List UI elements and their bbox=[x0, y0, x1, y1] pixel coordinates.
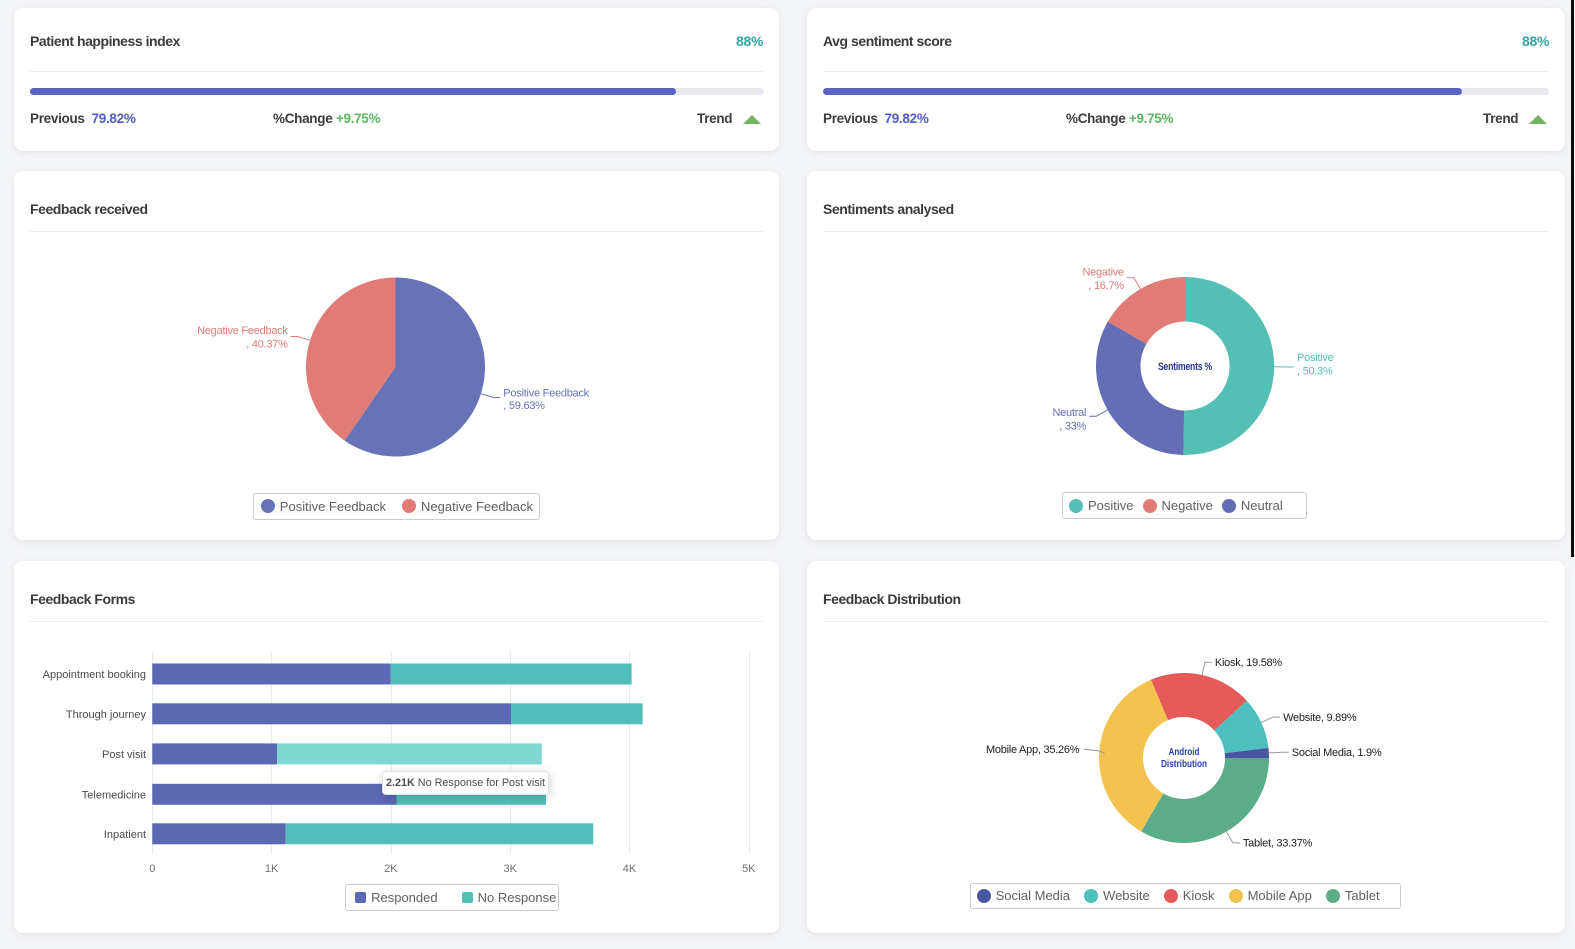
svg-text:Mobile App, 35.26%: Mobile App, 35.26% bbox=[986, 744, 1080, 756]
svg-text:Positive Feedback: Positive Feedback bbox=[503, 387, 589, 399]
svg-text:Positive: Positive bbox=[1297, 352, 1334, 364]
svg-text:Distribution: Distribution bbox=[1161, 759, 1207, 770]
svg-text:, 40.37%: , 40.37% bbox=[246, 338, 288, 350]
svg-text:Website, 9.89%: Website, 9.89% bbox=[1283, 712, 1357, 724]
svg-text:, 16.7%: , 16.7% bbox=[1088, 280, 1124, 292]
svg-text:Through journey: Through journey bbox=[66, 709, 147, 721]
svg-text:Negative Feedback: Negative Feedback bbox=[197, 325, 288, 337]
svg-text:Post visit: Post visit bbox=[102, 749, 146, 761]
svg-text:Negative: Negative bbox=[1082, 266, 1124, 278]
svg-text:Android: Android bbox=[1169, 747, 1200, 758]
svg-text:Inpatient: Inpatient bbox=[104, 829, 146, 841]
svg-text:0: 0 bbox=[149, 863, 155, 875]
svg-text:Tablet, 33.37%: Tablet, 33.37% bbox=[1243, 838, 1313, 850]
svg-text:4K: 4K bbox=[623, 863, 637, 875]
svg-text:5K: 5K bbox=[742, 863, 756, 875]
svg-text:Social Media, 1.9%: Social Media, 1.9% bbox=[1292, 747, 1382, 759]
svg-text:2K: 2K bbox=[384, 863, 398, 875]
svg-text:Sentiments %: Sentiments % bbox=[1158, 361, 1212, 373]
svg-text:1K: 1K bbox=[265, 863, 279, 875]
svg-text:, 33%: , 33% bbox=[1059, 420, 1086, 432]
svg-text:Neutral: Neutral bbox=[1052, 407, 1086, 419]
svg-text:, 59.63%: , 59.63% bbox=[503, 400, 545, 412]
svg-text:Kiosk, 19.58%: Kiosk, 19.58% bbox=[1215, 657, 1283, 669]
svg-text:3K: 3K bbox=[503, 863, 517, 875]
svg-text:Appointment booking: Appointment booking bbox=[43, 669, 146, 681]
svg-text:, 50.3%: , 50.3% bbox=[1297, 366, 1333, 378]
svg-text:Telemedicine: Telemedicine bbox=[82, 789, 146, 801]
